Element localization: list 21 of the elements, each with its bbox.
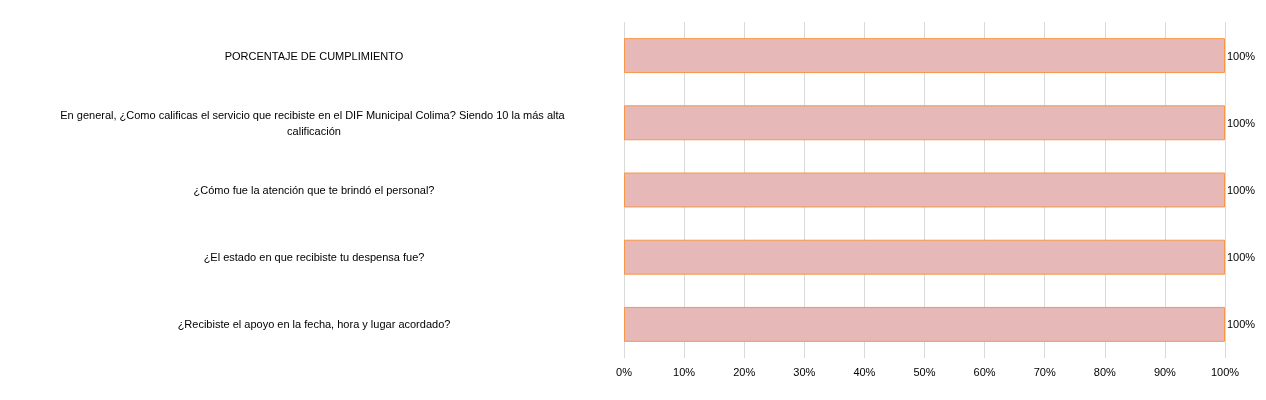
data-label: 100%	[1227, 318, 1256, 331]
y-tick-label: PORCENTAJE DE CUMPLIMIENTO	[224, 49, 404, 62]
x-tick-label: 60%	[973, 365, 996, 378]
x-tick-label: 50%	[913, 365, 936, 378]
x-tick-label: 0%	[616, 365, 633, 378]
x-tick-label: 90%	[1153, 365, 1177, 378]
x-tick-label: 70%	[1033, 365, 1056, 378]
y-tick-label: ¿Recibiste el apoyo en la fecha, hora y lugar acordado?	[177, 318, 451, 331]
x-tick-label: 80%	[1093, 365, 1117, 378]
x-tick-label: 30%	[793, 365, 816, 378]
y-tick-label: ¿El estado en que recibiste tu despensa fue?	[203, 251, 425, 264]
data-label: 100%	[1227, 184, 1256, 196]
data-label: 100%	[1227, 251, 1256, 264]
data-label: 100%	[1227, 49, 1256, 62]
x-tick-label: 20%	[733, 365, 756, 378]
y-tick-label: ¿Cómo fue la atención que te brindó el personal?	[193, 184, 435, 196]
x-tick-label: 100%	[1210, 365, 1240, 378]
x-tick-label: 40%	[853, 365, 876, 378]
x-tick-label: 10%	[673, 365, 696, 378]
y-tick-label: En general, ¿Como calificas el servicio que recibiste en el DIF Municipal Colima? Siendo 10 la más alta calificación	[60, 108, 568, 137]
data-label: 100%	[1227, 116, 1256, 129]
